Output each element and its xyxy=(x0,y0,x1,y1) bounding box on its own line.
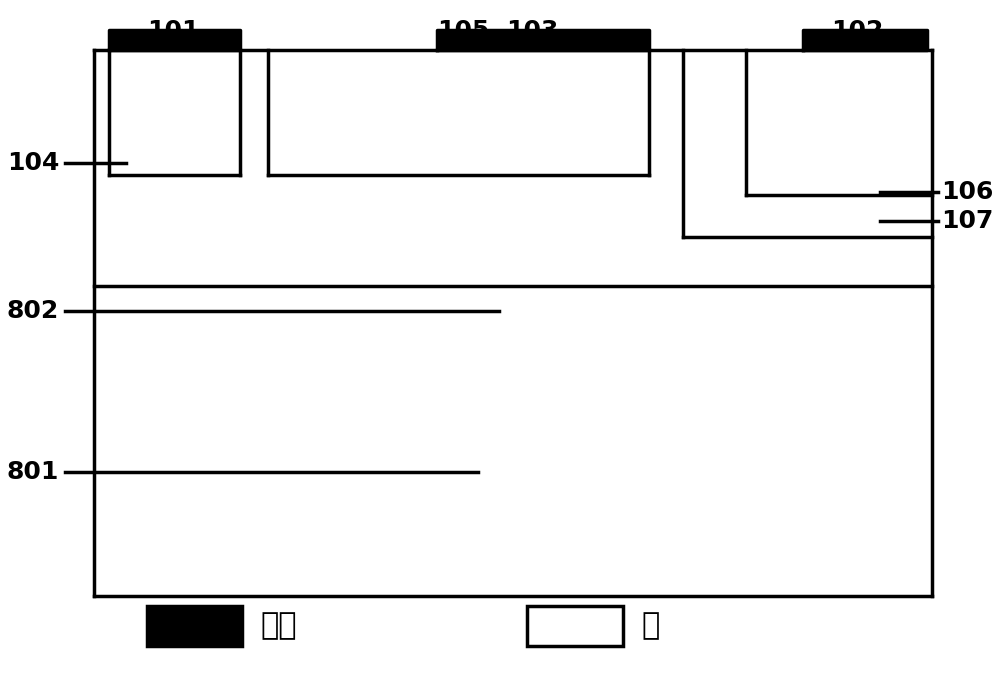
Text: 107: 107 xyxy=(941,209,994,233)
Text: 105: 105 xyxy=(437,19,490,43)
Bar xyxy=(147,606,242,646)
Bar xyxy=(527,606,623,646)
Text: 102: 102 xyxy=(831,19,884,43)
Text: 硅: 硅 xyxy=(642,611,660,641)
Text: 104: 104 xyxy=(7,151,59,175)
Text: 106: 106 xyxy=(941,180,994,204)
Text: 802: 802 xyxy=(7,299,59,323)
Text: 101: 101 xyxy=(147,19,200,43)
Text: 金属: 金属 xyxy=(261,611,297,641)
Text: 801: 801 xyxy=(7,460,59,485)
Text: 103: 103 xyxy=(506,19,558,43)
